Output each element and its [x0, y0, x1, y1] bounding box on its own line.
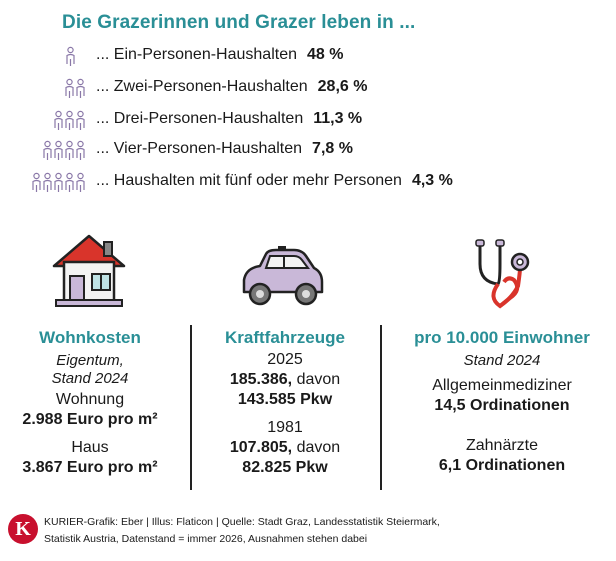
person-icon: [76, 140, 85, 160]
person-icon: [65, 172, 74, 192]
household-text: ... Vier-Personen-Haushalten 7,8 %: [96, 140, 353, 158]
aerzte-column: pro 10.000 Einwohner Stand 2024 Allgemei…: [388, 328, 616, 475]
wohnung-label: Wohnung: [55, 391, 125, 408]
kfz-pkw-1981: 82.825 Pkw: [242, 459, 328, 476]
person-icon: [65, 78, 74, 98]
house-icon: [52, 234, 126, 307]
kfz-column: Kraftfahrzeuge 2025 185.386, davon 143.5…: [190, 328, 380, 477]
stethoscope-icon: [475, 239, 530, 309]
person-icon: [76, 78, 85, 98]
people-icons: [66, 46, 75, 66]
column-divider-left: [190, 325, 192, 490]
household-text: ... Ein-Personen-Haushalten 48 %: [96, 46, 343, 64]
kfz-total-2025: 185.386, davon: [229, 371, 341, 388]
kfz-pkw-2025: 143.585 Pkw: [237, 391, 333, 408]
person-icon: [54, 172, 63, 192]
aerzte-sub: Stand 2024: [463, 352, 541, 369]
person-icon: [43, 172, 52, 192]
allgemeinmediziner-label: Allgemeinmediziner: [432, 377, 572, 394]
household-percentage: 11,3 %: [313, 110, 363, 127]
household-text: ... Haushalten mit fünf oder mehr Person…: [96, 172, 453, 190]
household-percentage: 48 %: [307, 46, 344, 63]
household-percentage: 7,8 %: [312, 140, 353, 157]
wohnung-value: 2.988 Euro pro m²: [22, 411, 158, 428]
person-icon: [76, 172, 85, 192]
wohnkosten-title: Wohnkosten: [39, 328, 141, 347]
footer-line-1: KURIER-Grafik: Eber | Illus: Flaticon | …: [44, 516, 440, 528]
household-percentage: 4,3 %: [411, 172, 453, 189]
infographic-title: Die Grazerinnen und Grazer leben in ...: [62, 12, 416, 33]
household-row: ... Vier-Personen-Haushalten 7,8 %: [0, 138, 616, 162]
household-row: ... Zwei-Personen-Haushalten 28,6 %: [0, 76, 616, 100]
zahnaerzte-label: Zahnärzte: [465, 437, 539, 454]
household-percentage: 28,6 %: [317, 78, 368, 95]
household-label: ... Drei-Personen-Haushalten: [96, 110, 304, 127]
person-icon: [76, 110, 85, 130]
haus-value: 3.867 Euro pro m²: [22, 459, 158, 476]
wohnkosten-sub2: Stand 2024: [51, 370, 129, 387]
wohnkosten-sub1: Eigentum,: [56, 352, 124, 369]
person-icon: [32, 172, 41, 192]
footer-line-2: Statistik Austria, Datenstand = immer 20…: [44, 533, 368, 545]
kfz-year-1981: 1981: [267, 419, 303, 436]
footer-credits: KURIER-Grafik: Eber | Illus: Flaticon | …: [44, 514, 440, 548]
person-icon: [54, 110, 63, 130]
allgemeinmediziner-value: 14,5 Ordinationen: [434, 397, 570, 414]
people-icons: [32, 172, 85, 192]
kfz-year-2025: 2025: [267, 351, 303, 368]
household-row: ... Ein-Personen-Haushalten 48 %: [0, 44, 616, 68]
aerzte-title: pro 10.000 Einwohner: [414, 328, 590, 347]
person-icon: [66, 46, 75, 66]
haus-label: Haus: [71, 439, 109, 456]
wohnkosten-column: Wohnkosten Eigentum, Stand 2024 Wohnung …: [0, 328, 180, 477]
kurier-logo: K: [8, 514, 38, 544]
household-label: ... Ein-Personen-Haushalten: [96, 46, 297, 63]
kfz-title: Kraftfahrzeuge: [225, 328, 345, 347]
person-icon: [43, 140, 52, 160]
kfz-total-1981: 107.805, davon: [229, 439, 341, 456]
car-icon: [242, 246, 324, 306]
household-label: ... Haushalten mit fünf oder mehr Person…: [96, 172, 402, 189]
household-text: ... Drei-Personen-Haushalten 11,3 %: [96, 110, 362, 128]
people-icons: [65, 78, 85, 98]
people-icons: [43, 140, 85, 160]
household-row: ... Drei-Personen-Haushalten 11,3 %: [0, 108, 616, 132]
household-label: ... Zwei-Personen-Haushalten: [96, 78, 308, 95]
household-text: ... Zwei-Personen-Haushalten 28,6 %: [96, 78, 367, 96]
person-icon: [54, 140, 63, 160]
column-divider-right: [380, 325, 382, 490]
person-icon: [65, 140, 74, 160]
household-label: ... Vier-Personen-Haushalten: [96, 140, 303, 157]
people-icons: [54, 110, 85, 130]
household-row: ... Haushalten mit fünf oder mehr Person…: [0, 170, 616, 194]
zahnaerzte-value: 6,1 Ordinationen: [438, 457, 566, 474]
person-icon: [65, 110, 74, 130]
